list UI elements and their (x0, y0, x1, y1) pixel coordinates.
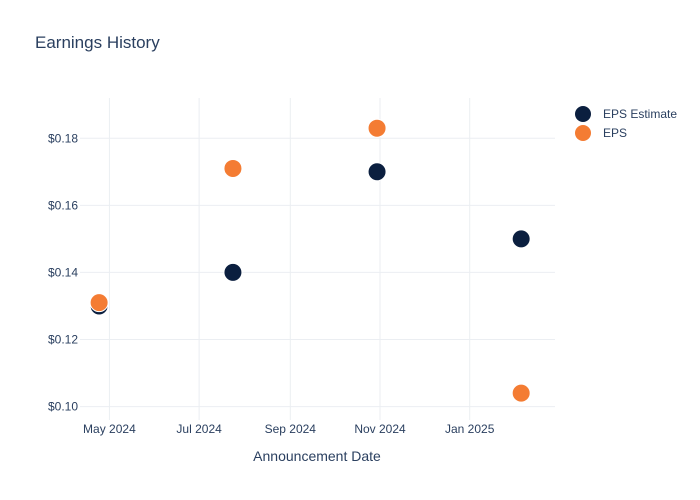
x-tick-label: Jan 2025 (445, 422, 495, 436)
legend-label-eps: EPS (603, 126, 627, 140)
legend-label-eps-estimate: EPS Estimate (603, 107, 677, 121)
y-tick-label: $0.16 (48, 198, 78, 212)
y-tick-label: $0.14 (48, 265, 78, 279)
eps-point (511, 383, 531, 403)
x-tick-label: Jul 2024 (176, 422, 222, 436)
marker-layer (89, 118, 531, 403)
eps-estimate-point (367, 162, 387, 182)
axis-layer: May 2024 Jul 2024 Sep 2024 Nov 2024 Jan 2025… (48, 131, 495, 436)
legend-marker-eps-estimate (575, 106, 591, 122)
chart-title: Earnings History (35, 33, 160, 52)
y-tick-label: $0.12 (48, 333, 78, 347)
grid-layer (80, 98, 555, 420)
legend-layer: EPS Estimate EPS (575, 106, 677, 141)
eps-point (223, 158, 243, 178)
eps-estimate-point (223, 262, 243, 282)
legend-marker-eps (575, 125, 591, 141)
eps-point (367, 118, 387, 138)
eps-point (89, 293, 109, 313)
x-tick-label: May 2024 (83, 422, 136, 436)
x-axis-title: Announcement Date (253, 448, 381, 464)
y-tick-label: $0.10 (48, 400, 78, 414)
x-tick-label: Nov 2024 (354, 422, 406, 436)
y-tick-label: $0.18 (48, 131, 78, 145)
x-tick-label: Sep 2024 (265, 422, 317, 436)
eps-estimate-point (511, 229, 531, 249)
